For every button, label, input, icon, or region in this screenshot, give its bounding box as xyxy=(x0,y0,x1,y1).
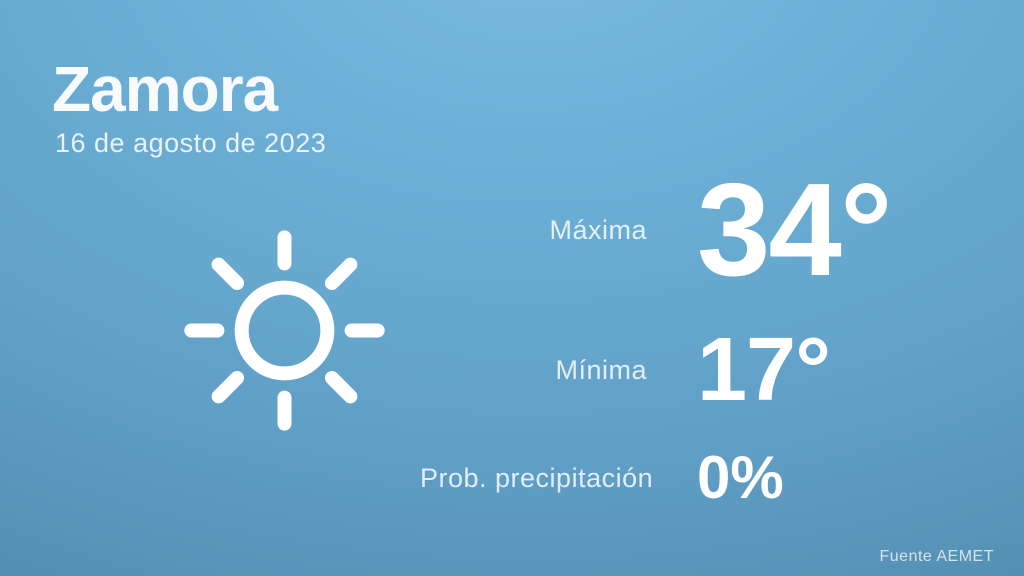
stat-row-precipitation: Prob. precipitación 0% xyxy=(420,438,784,518)
sun-icon xyxy=(182,228,387,433)
precipitation-value: 0% xyxy=(697,444,784,511)
city-title: Zamora xyxy=(52,53,278,125)
data-source-credit: Fuente AEMET xyxy=(879,548,994,565)
minima-value: 17° xyxy=(697,320,831,420)
precipitation-label: Prob. precipitación xyxy=(420,462,654,493)
minima-label: Mínima xyxy=(555,354,647,385)
maxima-value: 34° xyxy=(697,156,893,303)
stat-row-minima: Mínima 17° xyxy=(420,312,831,428)
stat-row-maxima: Máxima 34° xyxy=(420,156,893,303)
maxima-label: Máxima xyxy=(549,214,647,245)
forecast-date: 16 de agosto de 2023 xyxy=(55,128,327,158)
